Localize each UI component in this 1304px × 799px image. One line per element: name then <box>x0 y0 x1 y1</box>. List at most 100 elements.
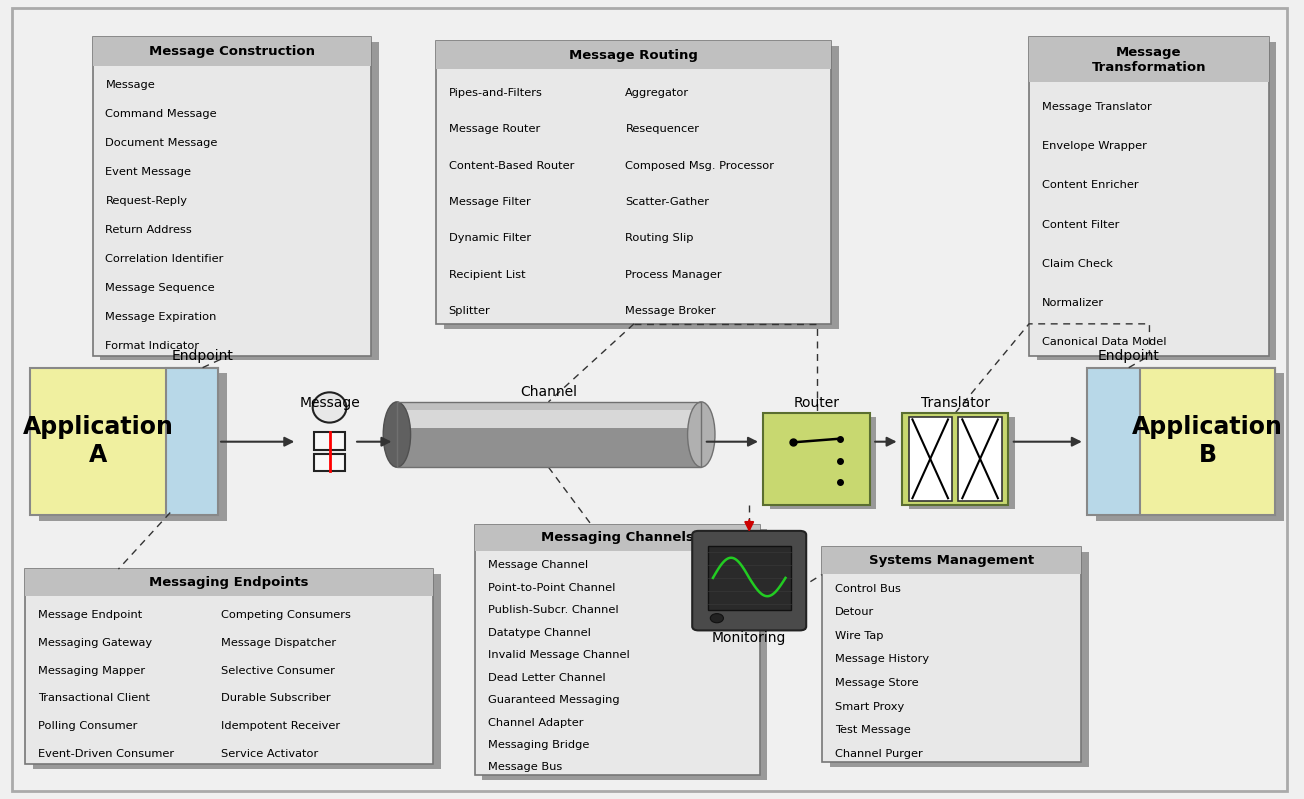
Text: Message Broker: Message Broker <box>626 306 716 316</box>
Text: Normalizer: Normalizer <box>1042 298 1104 308</box>
Text: Content Enricher: Content Enricher <box>1042 181 1138 190</box>
Text: Message Filter: Message Filter <box>449 197 531 207</box>
Text: Control Bus: Control Bus <box>835 584 901 594</box>
Text: Message Store: Message Store <box>835 678 918 688</box>
FancyBboxPatch shape <box>33 574 441 769</box>
Text: Channel Adapter: Channel Adapter <box>488 718 583 728</box>
Text: Application
B: Application B <box>1132 415 1283 467</box>
Text: Endpoint: Endpoint <box>172 348 233 363</box>
Text: Smart Proxy: Smart Proxy <box>835 702 904 712</box>
Text: Transactional Client: Transactional Client <box>38 694 150 703</box>
FancyBboxPatch shape <box>763 413 870 505</box>
Text: Message Expiration: Message Expiration <box>106 312 216 321</box>
Text: Aggregator: Aggregator <box>626 88 690 98</box>
Text: Routing Slip: Routing Slip <box>626 233 694 244</box>
FancyBboxPatch shape <box>708 546 790 610</box>
Text: Message: Message <box>106 80 155 89</box>
Ellipse shape <box>313 392 347 423</box>
FancyBboxPatch shape <box>822 547 1081 574</box>
Text: Invalid Message Channel: Invalid Message Channel <box>488 650 630 660</box>
FancyBboxPatch shape <box>396 402 702 467</box>
Text: Return Address: Return Address <box>106 225 192 235</box>
Text: Recipient List: Recipient List <box>449 270 526 280</box>
Text: Channel: Channel <box>520 384 576 399</box>
FancyBboxPatch shape <box>822 547 1081 761</box>
FancyBboxPatch shape <box>829 551 1089 766</box>
Text: Messaging Mapper: Messaging Mapper <box>38 666 145 675</box>
FancyBboxPatch shape <box>100 42 378 360</box>
Ellipse shape <box>687 402 715 467</box>
Text: Selective Consumer: Selective Consumer <box>220 666 335 675</box>
Ellipse shape <box>383 402 411 467</box>
FancyBboxPatch shape <box>436 42 831 324</box>
Text: Content-Based Router: Content-Based Router <box>449 161 574 171</box>
FancyBboxPatch shape <box>1029 38 1269 81</box>
Text: Monitoring: Monitoring <box>712 631 786 646</box>
FancyBboxPatch shape <box>902 413 1008 505</box>
Text: Detour: Detour <box>835 607 874 618</box>
Text: Message History: Message History <box>835 654 928 665</box>
FancyBboxPatch shape <box>475 524 759 551</box>
FancyBboxPatch shape <box>443 46 838 328</box>
FancyBboxPatch shape <box>396 410 702 428</box>
Text: Format Indicator: Format Indicator <box>106 340 200 351</box>
FancyBboxPatch shape <box>396 402 702 410</box>
Text: Endpoint: Endpoint <box>1098 348 1159 363</box>
Text: Application
A: Application A <box>22 415 173 467</box>
Text: Messaging Gateway: Messaging Gateway <box>38 638 153 647</box>
Text: Service Activator: Service Activator <box>220 749 318 759</box>
Text: Point-to-Point Channel: Point-to-Point Channel <box>488 583 615 593</box>
Text: Dead Letter Channel: Dead Letter Channel <box>488 673 605 682</box>
Text: Scatter-Gather: Scatter-Gather <box>626 197 709 207</box>
Text: Idempotent Receiver: Idempotent Receiver <box>220 721 340 731</box>
Text: Message
Transformation: Message Transformation <box>1091 46 1206 74</box>
FancyBboxPatch shape <box>769 417 876 509</box>
Text: Message: Message <box>299 396 360 411</box>
FancyBboxPatch shape <box>39 373 227 520</box>
Text: Systems Management: Systems Management <box>868 554 1034 566</box>
FancyBboxPatch shape <box>93 38 372 356</box>
Text: Datatype Channel: Datatype Channel <box>488 628 591 638</box>
FancyBboxPatch shape <box>30 368 218 515</box>
Text: Guaranteed Messaging: Guaranteed Messaging <box>488 695 619 706</box>
Text: Resequencer: Resequencer <box>626 125 699 134</box>
FancyBboxPatch shape <box>25 569 433 596</box>
Text: Translator: Translator <box>921 396 990 411</box>
Text: Message Channel: Message Channel <box>488 560 588 570</box>
Text: Message Routing: Message Routing <box>569 49 698 62</box>
FancyBboxPatch shape <box>475 524 759 775</box>
Text: Correlation Identifier: Correlation Identifier <box>106 253 224 264</box>
Text: Messaging Endpoints: Messaging Endpoints <box>150 576 309 589</box>
FancyBboxPatch shape <box>314 432 346 450</box>
Text: Envelope Wrapper: Envelope Wrapper <box>1042 141 1146 151</box>
Text: Test Message: Test Message <box>835 725 910 735</box>
Text: Claim Check: Claim Check <box>1042 259 1112 268</box>
Text: Messaging Channels: Messaging Channels <box>541 531 694 544</box>
Text: Event Message: Event Message <box>106 167 192 177</box>
FancyBboxPatch shape <box>1037 42 1277 360</box>
Text: Content Filter: Content Filter <box>1042 220 1119 229</box>
Text: Composed Msg. Processor: Composed Msg. Processor <box>626 161 775 171</box>
Text: Message Router: Message Router <box>449 125 540 134</box>
Text: Durable Subscriber: Durable Subscriber <box>220 694 331 703</box>
Text: Wire Tap: Wire Tap <box>835 631 883 641</box>
Text: Command Message: Command Message <box>106 109 216 119</box>
FancyBboxPatch shape <box>958 417 1001 501</box>
FancyBboxPatch shape <box>1140 368 1275 515</box>
FancyBboxPatch shape <box>25 569 433 764</box>
Text: Publish-Subcr. Channel: Publish-Subcr. Channel <box>488 606 618 615</box>
FancyBboxPatch shape <box>705 539 806 630</box>
Text: Message Construction: Message Construction <box>149 45 314 58</box>
FancyBboxPatch shape <box>909 417 1015 509</box>
Text: Canonical Data Model: Canonical Data Model <box>1042 337 1167 347</box>
Text: Event-Driven Consumer: Event-Driven Consumer <box>38 749 175 759</box>
Text: Message Translator: Message Translator <box>1042 102 1151 112</box>
Text: Competing Consumers: Competing Consumers <box>220 610 351 619</box>
FancyBboxPatch shape <box>1097 373 1284 520</box>
Text: Messaging Bridge: Messaging Bridge <box>488 740 589 750</box>
Text: Process Manager: Process Manager <box>626 270 722 280</box>
Text: Document Message: Document Message <box>106 137 218 148</box>
Text: Router: Router <box>794 396 840 411</box>
Text: Channel Purger: Channel Purger <box>835 749 922 758</box>
Text: Message Endpoint: Message Endpoint <box>38 610 142 619</box>
